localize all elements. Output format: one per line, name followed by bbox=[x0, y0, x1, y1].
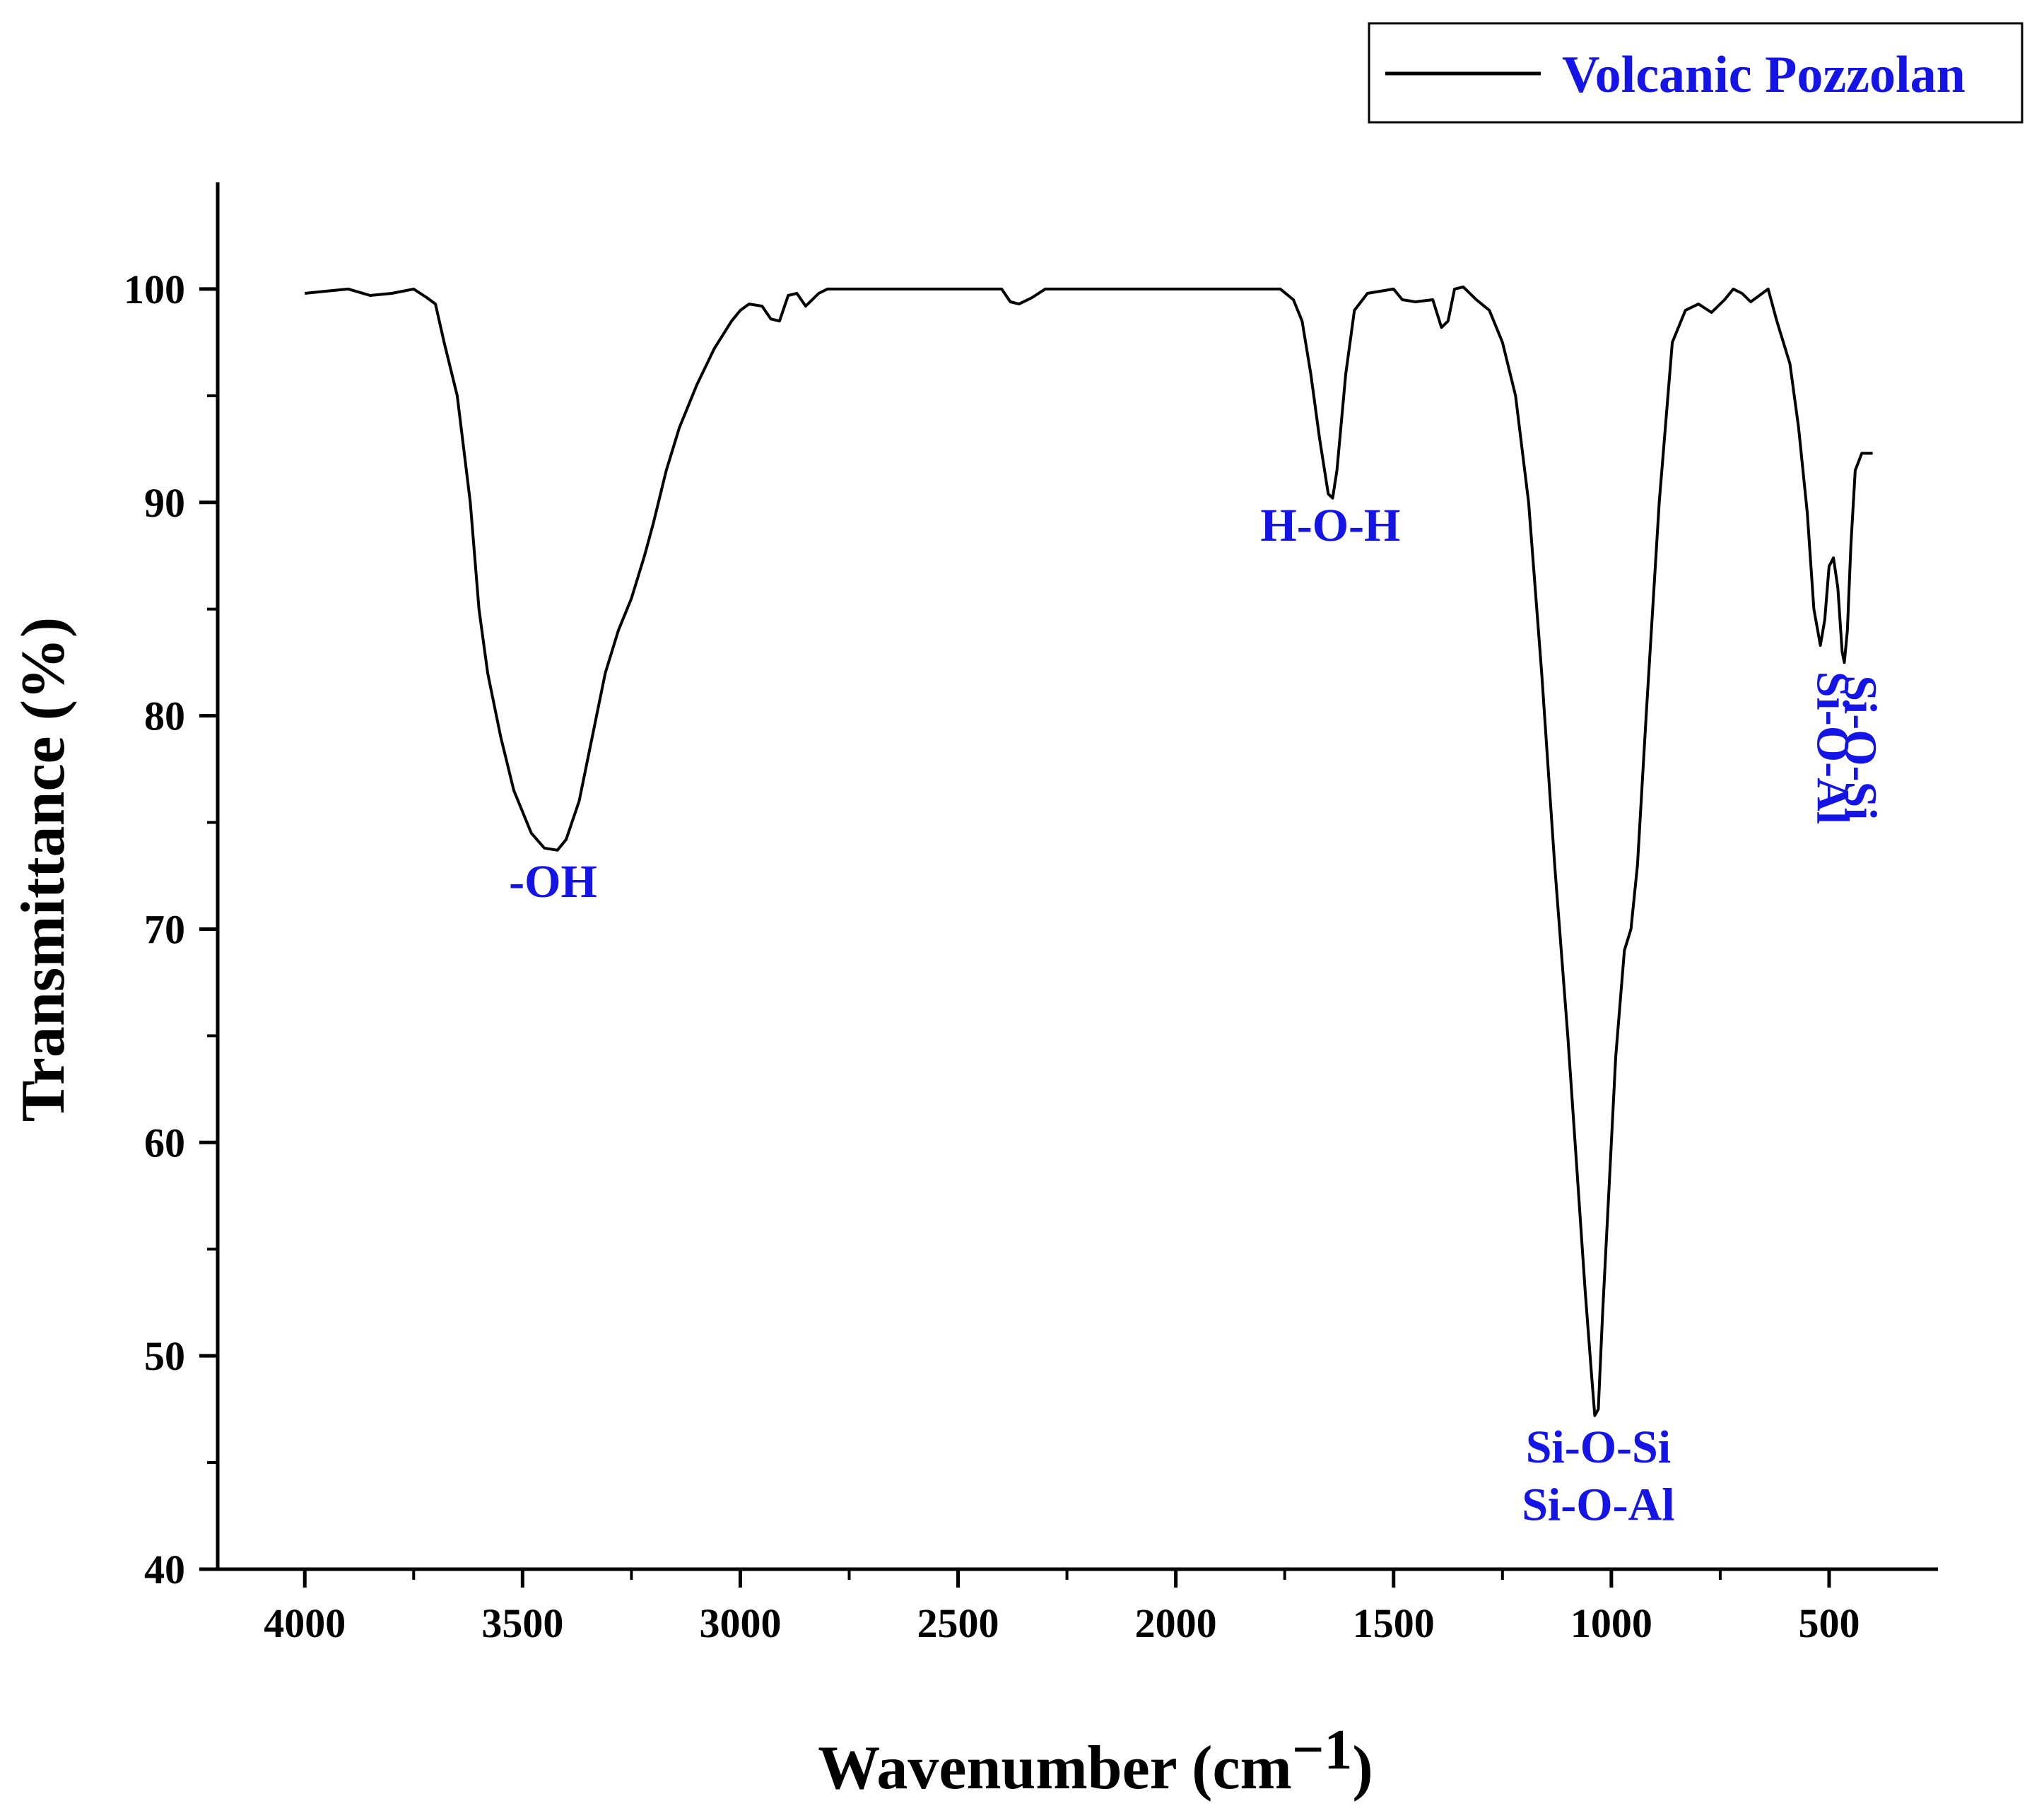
x-axis-title: Wavenumber (cm−1) bbox=[818, 1719, 1373, 1802]
y-tick-label: 50 bbox=[144, 1333, 185, 1379]
peak-annotation: -OH bbox=[509, 856, 597, 908]
peak-annotation: H-O-H bbox=[1260, 500, 1400, 551]
peak-annotation: Si-O-Al bbox=[1807, 672, 1858, 824]
x-axis-title-text: Wavenumber (cm bbox=[818, 1734, 1292, 1802]
plot-area bbox=[305, 285, 1873, 1417]
y-tick-label: 80 bbox=[144, 693, 185, 739]
legend-label: Volcanic Pozzolan bbox=[1562, 46, 1966, 104]
x-tick-label: 1000 bbox=[1570, 1600, 1652, 1646]
y-tick-label: 60 bbox=[144, 1120, 185, 1166]
x-tick-label: 3500 bbox=[481, 1600, 563, 1646]
y-tick-label: 90 bbox=[144, 480, 185, 526]
axes: 4000 3500 3000 2500 2000 1500 1000 500 40 50 60 70 8… bbox=[124, 182, 1938, 1646]
x-axis-title-close: ) bbox=[1352, 1734, 1373, 1802]
peak-annotation: Si-O-Al bbox=[1522, 1479, 1674, 1531]
series-line-volcanic-pozzolan bbox=[305, 285, 1873, 1417]
y-axis-title: Transmittance (%) bbox=[9, 617, 78, 1122]
x-tick-label: 4000 bbox=[264, 1600, 346, 1646]
y-tick-label: 40 bbox=[144, 1547, 185, 1593]
x-axis-title-superscript: −1 bbox=[1292, 1719, 1353, 1781]
peak-annotation: Si-O-Si bbox=[1526, 1421, 1671, 1473]
y-tick-label: 100 bbox=[124, 266, 185, 312]
x-tick-label: 2500 bbox=[917, 1600, 999, 1646]
legend: Volcanic Pozzolan bbox=[1368, 22, 2024, 124]
peak-annotation: Si-O-Si bbox=[1835, 675, 1886, 820]
y-tick-label: 70 bbox=[144, 906, 185, 952]
x-tick-label: 3000 bbox=[699, 1600, 781, 1646]
x-tick-label: 1500 bbox=[1353, 1600, 1435, 1646]
x-tick-label: 500 bbox=[1798, 1600, 1860, 1646]
x-tick-label: 2000 bbox=[1135, 1600, 1217, 1646]
